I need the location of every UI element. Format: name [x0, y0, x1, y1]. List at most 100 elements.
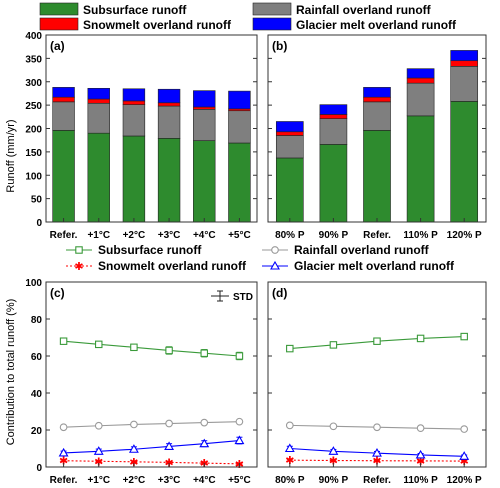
bar-snowmelt-overland-runoff: [406, 77, 435, 84]
bar-rainfall-overland-runoff: [87, 102, 110, 134]
star-marker: ✱: [329, 456, 338, 468]
circle-marker: [329, 422, 338, 431]
circle-marker: [59, 423, 68, 432]
triangle-marker: [459, 451, 470, 460]
star-marker: ✱: [416, 456, 425, 468]
panel-a-xtick-label: Refer.: [50, 230, 78, 241]
bar-rainfall-overland-runoff: [228, 110, 251, 144]
panel-a-ytick-label: 400: [25, 31, 42, 42]
bar-subsurface-runoff: [319, 144, 348, 223]
circle-marker: [165, 419, 173, 428]
circle-marker: [94, 421, 103, 430]
std-legend-label: STD: [233, 292, 253, 303]
panel-a-ytick-label: 350: [25, 54, 42, 65]
panel-a-xtick-label: +5°C: [228, 230, 251, 241]
panel-d-label: (d): [272, 286, 287, 300]
panel-c-ytick-label: 40: [31, 389, 43, 400]
panel-c-xtick-label: +5°C: [228, 475, 251, 486]
panel-c-ytick-label: 0: [36, 463, 42, 474]
square-marker: [200, 349, 209, 357]
circle-marker: [130, 420, 138, 429]
panel-a-ytick-label: 200: [25, 125, 42, 136]
circle-marker: [200, 418, 209, 427]
panel-c-ytick-label: 100: [25, 278, 42, 289]
legend-swatch: [39, 17, 79, 31]
legend-label: Glacier melt overland runoff: [294, 259, 455, 273]
panel-a-xtick-label: +2°C: [123, 230, 146, 241]
star-marker: ✱: [285, 455, 294, 467]
triangle-marker: [93, 446, 104, 455]
panel-a-ytick-label: 50: [31, 195, 43, 206]
panel-b-xtick-label: 80% P: [275, 230, 305, 241]
circle-marker: [460, 425, 469, 433]
panel-c-xtick-label: +1°C: [87, 475, 110, 486]
bar-snowmelt-overland-runoff: [450, 60, 479, 67]
bar-rainfall-overland-runoff: [406, 82, 435, 117]
square-marker: [235, 352, 244, 360]
line-snowmelt-overland-runoff: [289, 459, 465, 462]
bar-glacier-melt-overland-runoff: [319, 104, 348, 115]
circle-marker: [271, 246, 279, 254]
star-marker: ✱: [372, 456, 381, 468]
line-legend: Subsurface runoff Rainfall overland runof…: [66, 243, 455, 273]
bar-glacier-melt-overland-runoff: [450, 50, 479, 62]
panel-d-frame: [267, 281, 487, 468]
bar-snowmelt-overland-runoff: [122, 100, 146, 105]
bar-snowmelt-overland-runoff: [157, 102, 181, 107]
bar-glacier-melt-overland-runoff: [363, 87, 391, 98]
triangle-marker: [164, 441, 175, 451]
panel-a-xtick-label: +3°C: [158, 230, 181, 241]
legend-swatch: [39, 2, 79, 16]
panel-c-ytick-label: 80: [31, 315, 43, 326]
square-marker: [59, 337, 68, 345]
bar-glacier-melt-overland-runoff: [406, 68, 435, 79]
bar-snowmelt-overland-runoff: [87, 98, 110, 104]
panel-c-xtick-label: +2°C: [123, 475, 146, 486]
square-marker: [286, 344, 294, 353]
circle-marker: [285, 421, 294, 430]
triangle-marker: [270, 260, 280, 270]
panel-a-ytick-label: 150: [25, 148, 42, 159]
panel-b-xtick-label: 90% P: [319, 230, 349, 241]
panel-b-xtick-label: 110% P: [403, 230, 438, 241]
bar-rainfall-overland-runoff: [363, 101, 391, 131]
bar-glacier-melt-overland-runoff: [193, 90, 216, 108]
bar-rainfall-overland-runoff: [193, 109, 216, 141]
legend-label: Snowmelt overland runoff: [83, 18, 232, 32]
circle-marker: [235, 417, 244, 426]
triangle-marker: [128, 444, 139, 453]
bar-glacier-melt-overland-runoff: [87, 87, 110, 100]
panel-a-ytick-label: 0: [36, 218, 42, 229]
panel-c-ytick-label: 20: [31, 426, 43, 437]
legend-label: Snowmelt overland runoff: [98, 259, 247, 273]
bar-rainfall-overland-runoff: [319, 118, 348, 145]
legend-label: Rainfall overland runoff: [294, 243, 430, 257]
bar-rainfall-overland-runoff: [157, 105, 181, 139]
panel-a-frame: [45, 34, 258, 223]
bar-rainfall-overland-runoff: [275, 135, 304, 159]
triangle-marker: [415, 449, 426, 459]
bar-subsurface-runoff: [52, 130, 75, 223]
bar-glacier-melt-overland-runoff: [157, 88, 181, 104]
legend-label: Rainfall overland runoff: [296, 3, 432, 17]
square-marker: [75, 246, 83, 254]
bar-subsurface-runoff: [275, 157, 304, 223]
panel-b-xtick-label: Refer.: [363, 230, 391, 241]
triangle-marker: [58, 447, 69, 457]
bar-snowmelt-overland-runoff: [363, 96, 391, 103]
panel-a-ytick-label: 300: [25, 78, 42, 89]
panel-c-xtick-label: Refer.: [50, 475, 78, 486]
line-snowmelt-overland-runoff: [63, 460, 240, 465]
circle-marker: [416, 424, 425, 433]
legend-swatch: [252, 17, 292, 31]
bar-snowmelt-overland-runoff: [275, 131, 304, 136]
panel-c-ytick-label: 60: [31, 352, 43, 363]
panel-c-xtick-label: +4°C: [193, 475, 216, 486]
bar-glacier-melt-overland-runoff: [52, 87, 75, 98]
legend-label: Subsurface runoff: [98, 243, 202, 257]
triangle-marker: [199, 438, 210, 448]
y-axis-label-runoff: Runoff (mm/yr): [5, 119, 17, 192]
square-marker: [329, 341, 338, 349]
bar-subsurface-runoff: [363, 130, 391, 223]
